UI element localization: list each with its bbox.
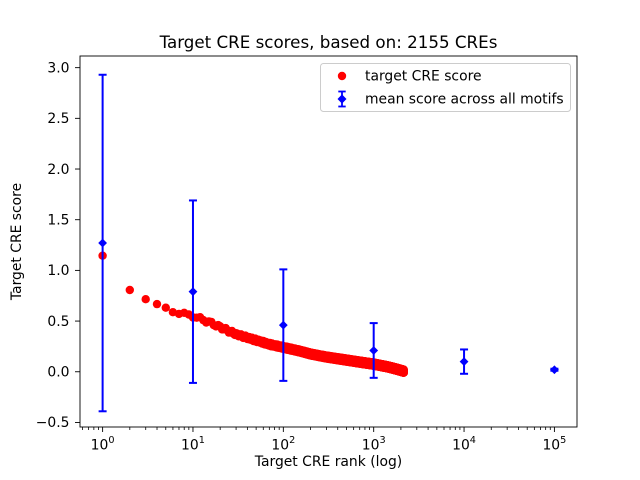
y-tick-label: 0.0 (47, 365, 69, 381)
y-axis-label: Target CRE score (9, 183, 25, 301)
axes-ticks: −0.5 0.0 0.5 1.0 1.5 2.0 2.5 3.0 100 101 102 103 104… (36, 60, 567, 453)
x-axis-label: Target CRE rank (log) (254, 454, 402, 470)
mean-score-diamond (278, 320, 288, 330)
x-tick-label: 101 (181, 435, 205, 454)
mean-score-diamond (369, 346, 379, 355)
mean-score-diamond (550, 365, 559, 375)
plot-border (79, 55, 578, 428)
legend: target CRE score mean score across all m… (320, 63, 571, 112)
y-tick-label: 2.0 (47, 162, 69, 178)
plot-series (98, 73, 559, 413)
x-tick-label: 105 (542, 435, 566, 454)
target-score-point (399, 366, 408, 375)
y-tick-label: 1.5 (47, 213, 69, 229)
legend-box (320, 63, 571, 112)
y-tick-label: 1.0 (47, 263, 69, 279)
x-tick-label: 104 (452, 435, 476, 454)
mean-score-diamond (459, 357, 469, 367)
y-tick-label: 2.5 (47, 111, 69, 127)
legend-target-score-marker-icon (337, 71, 347, 81)
x-tick-label: 103 (362, 435, 386, 454)
legend-label-mean-score: mean score across all motifs (365, 92, 564, 108)
legend-mean-score-marker-icon (337, 90, 347, 108)
y-tick-label: 3.0 (47, 60, 69, 76)
legend-label-target-score: target CRE score (365, 69, 482, 85)
target-score-point (125, 285, 134, 295)
target-score-series (98, 251, 408, 377)
y-tick-label: 0.5 (47, 314, 69, 330)
x-tick-label: 100 (91, 435, 115, 454)
x-tick-label: 102 (271, 435, 295, 454)
mean-score-series (98, 73, 559, 413)
y-tick-label: −0.5 (36, 415, 70, 431)
target-score-point (141, 295, 150, 304)
mean-score-diamond (188, 287, 198, 297)
mean-score-diamond (98, 238, 108, 248)
target-score-point (152, 299, 162, 309)
target-score-point (161, 303, 170, 312)
chart-title: Target CRE scores, based on: 2155 CREs (159, 32, 498, 52)
